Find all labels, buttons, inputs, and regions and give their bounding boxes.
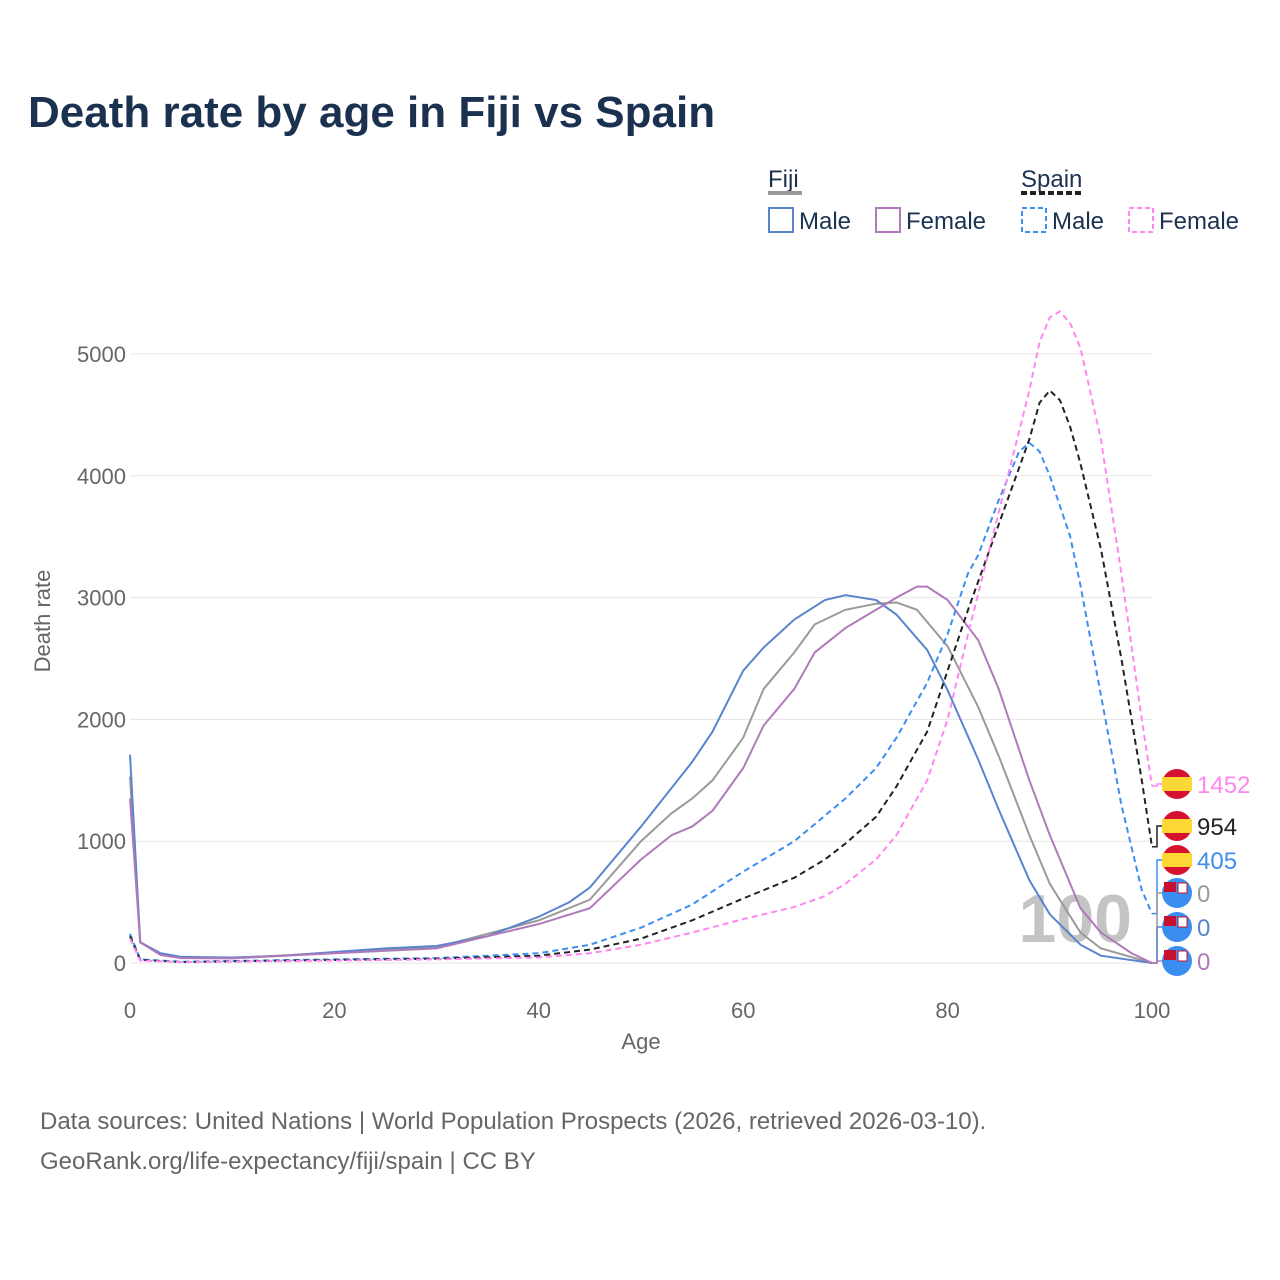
end-value-label: 0: [1197, 915, 1210, 942]
spain-flag-icon: [1162, 777, 1192, 791]
label-connector: [1152, 825, 1164, 848]
legend-item-male: Male: [1052, 208, 1104, 235]
legend-item-male: Male: [799, 208, 851, 235]
legend-swatch: [1021, 207, 1047, 233]
y-tick-label: 4000: [77, 464, 126, 489]
legend-group-fiji: Fiji: [768, 166, 799, 193]
spain-flag-icon: [1162, 819, 1192, 833]
series-line-fiji-female: [129, 585, 1153, 964]
y-tick-label: 2000: [77, 707, 126, 732]
y-tick-label: 5000: [77, 342, 126, 367]
fiji-flag-icon: [1164, 950, 1176, 960]
series-line-spain-male: [129, 441, 1153, 963]
fiji-flag-icon: [1164, 882, 1176, 892]
end-value-label: 0: [1197, 881, 1210, 908]
label-connector: [1152, 926, 1164, 964]
x-tick-label: 60: [731, 998, 755, 1023]
fiji-flag-icon: [1177, 882, 1188, 894]
x-tick-label: 20: [322, 998, 346, 1023]
end-value-label: 405: [1197, 848, 1237, 875]
x-axis-label: Age: [621, 1029, 660, 1054]
end-value-label: 954: [1197, 814, 1237, 841]
legend-group-spain: Spain: [1021, 166, 1082, 193]
y-tick-label: 0: [114, 951, 126, 976]
x-tick-label: 40: [527, 998, 551, 1023]
end-value-label: 0: [1197, 949, 1210, 976]
series-line-spain-total: [129, 389, 1153, 964]
y-axis-label: Death rate: [30, 570, 55, 673]
x-tick-label: 0: [124, 998, 136, 1023]
legend-item-female: Female: [1159, 208, 1239, 235]
legend-swatch: [768, 207, 794, 233]
spain-flag-icon: [1162, 853, 1192, 867]
label-connector: [1152, 859, 1164, 915]
x-tick-label: 100: [1134, 998, 1171, 1023]
fiji-flag-icon: [1164, 916, 1176, 926]
x-tick-label: 80: [935, 998, 959, 1023]
legend-swatch: [1128, 207, 1154, 233]
y-tick-label: 1000: [77, 829, 126, 854]
legend-swatch: [875, 207, 901, 233]
series-line-spain-female: [129, 310, 1153, 964]
end-value-label: 1452: [1197, 772, 1250, 799]
label-connector: [1152, 783, 1164, 787]
series-line-fiji-total: [129, 601, 1153, 964]
source-text: Data sources: United Nations | World Pop…: [40, 1108, 987, 1135]
y-tick-label: 3000: [77, 586, 126, 611]
source-link[interactable]: GeoRank.org/life-expectancy/fiji/spain |…: [40, 1148, 536, 1175]
series-line-fiji-male: [129, 594, 1153, 964]
chart-title: Death rate by age in Fiji vs Spain: [28, 88, 716, 137]
fiji-flag-icon: [1177, 950, 1188, 962]
legend-item-female: Female: [906, 208, 986, 235]
fiji-flag-icon: [1177, 916, 1188, 928]
label-connector: [1152, 960, 1164, 964]
